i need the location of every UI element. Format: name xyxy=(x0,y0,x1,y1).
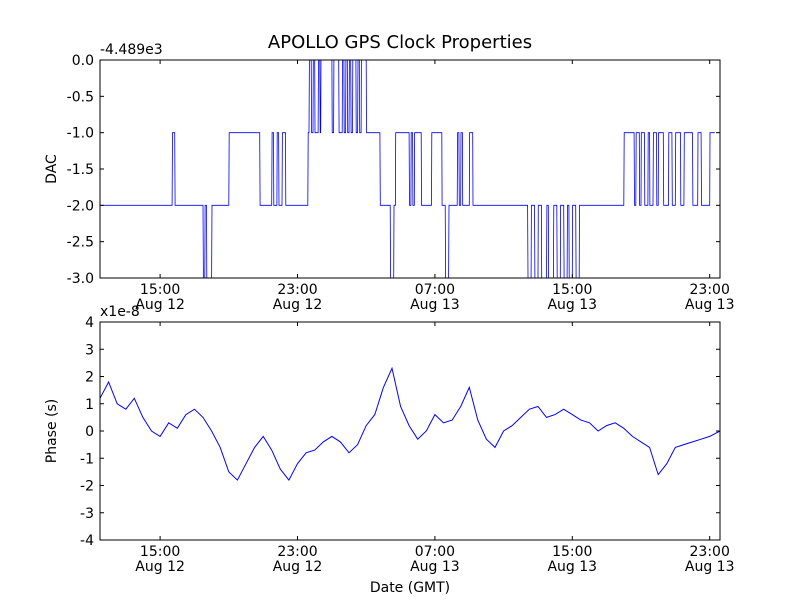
x-tick-date: Aug 13 xyxy=(685,559,735,575)
y-tick-label: -2.0 xyxy=(67,198,94,214)
y-axis-label: Phase (s) xyxy=(44,399,60,463)
x-tick-time: 15:00 xyxy=(140,282,180,298)
y-tick-label: -3 xyxy=(80,506,94,522)
x-tick-date: Aug 12 xyxy=(273,297,323,313)
axis-offset-text: -4.489e3 xyxy=(100,42,163,58)
x-tick-date: Aug 12 xyxy=(135,559,185,575)
x-tick-time: 15:00 xyxy=(552,282,592,298)
x-tick-time: 15:00 xyxy=(140,544,180,560)
x-tick-date: Aug 12 xyxy=(135,297,185,313)
x-tick-date: Aug 13 xyxy=(685,297,735,313)
y-tick-label: 0.0 xyxy=(72,53,94,69)
x-tick-time: 15:00 xyxy=(552,544,592,560)
y-tick-label: -2 xyxy=(80,479,94,495)
axes-frame-1 xyxy=(99,59,721,279)
x-tick-date: Aug 13 xyxy=(410,297,460,313)
y-tick-label: 0 xyxy=(85,424,94,440)
axis-offset-text: x1e-8 xyxy=(100,304,140,320)
x-tick-date: Aug 13 xyxy=(547,559,597,575)
chart-title: APOLLO GPS Clock Properties xyxy=(267,32,533,53)
series-line-2 xyxy=(100,366,720,482)
y-tick-label: 2 xyxy=(85,370,94,386)
y-tick-label: 1 xyxy=(85,397,94,413)
y-tick-label: -4 xyxy=(80,533,94,549)
x-axis-label: Date (GMT) xyxy=(370,580,450,596)
y-tick-label: -0.5 xyxy=(67,89,94,105)
x-tick-time: 23:00 xyxy=(690,544,730,560)
x-tick-date: Aug 12 xyxy=(273,559,323,575)
y-tick-label: -2.5 xyxy=(67,235,94,251)
y-tick-label: -1 xyxy=(80,451,94,467)
y-tick-label: 4 xyxy=(85,315,94,331)
x-tick-date: Aug 13 xyxy=(410,559,460,575)
y-tick-label: -3.0 xyxy=(67,271,94,287)
x-tick-date: Aug 13 xyxy=(547,297,597,313)
y-tick-label: -1.5 xyxy=(67,162,94,178)
x-tick-time: 23:00 xyxy=(277,282,317,298)
x-tick-time: 23:00 xyxy=(277,544,317,560)
x-tick-time: 07:00 xyxy=(415,282,455,298)
x-tick-time: 07:00 xyxy=(415,544,455,560)
y-tick-label: 3 xyxy=(85,342,94,358)
series-line-1 xyxy=(100,60,715,278)
y-axis-label: DAC xyxy=(44,154,60,184)
y-tick-label: -1.0 xyxy=(67,126,94,142)
x-tick-time: 23:00 xyxy=(690,282,730,298)
